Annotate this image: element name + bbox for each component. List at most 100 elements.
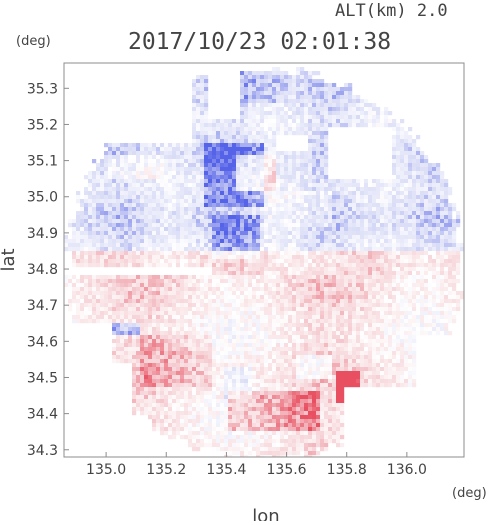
velocity-cell bbox=[232, 179, 237, 184]
velocity-cell bbox=[216, 151, 221, 156]
velocity-cell bbox=[336, 279, 341, 284]
velocity-cell bbox=[144, 175, 149, 180]
velocity-cell bbox=[232, 295, 237, 300]
velocity-cell bbox=[320, 123, 325, 128]
velocity-cell bbox=[180, 155, 185, 160]
velocity-cell bbox=[92, 175, 97, 180]
velocity-cell bbox=[244, 255, 249, 260]
velocity-cell bbox=[148, 251, 153, 256]
velocity-cell bbox=[104, 239, 109, 244]
velocity-cell bbox=[212, 283, 217, 288]
velocity-cell bbox=[116, 327, 121, 332]
velocity-cell bbox=[296, 239, 301, 244]
velocity-cell bbox=[224, 259, 229, 264]
velocity-cell bbox=[76, 219, 81, 224]
velocity-cell bbox=[180, 331, 185, 336]
velocity-cell bbox=[328, 91, 333, 96]
velocity-cell bbox=[68, 283, 73, 288]
velocity-cell bbox=[188, 211, 193, 216]
velocity-cell bbox=[264, 75, 269, 80]
velocity-cell bbox=[372, 303, 377, 308]
velocity-cell bbox=[252, 211, 257, 216]
velocity-cell bbox=[328, 263, 333, 268]
velocity-cell bbox=[268, 159, 273, 164]
velocity-cell bbox=[356, 303, 361, 308]
velocity-cell bbox=[312, 135, 317, 140]
velocity-cell bbox=[68, 247, 73, 252]
velocity-cell bbox=[120, 175, 125, 180]
velocity-cell bbox=[244, 179, 249, 184]
velocity-cell bbox=[352, 239, 357, 244]
velocity-cell bbox=[304, 255, 309, 260]
velocity-cell bbox=[200, 163, 205, 168]
velocity-cell bbox=[220, 183, 225, 188]
velocity-cell bbox=[356, 211, 361, 216]
velocity-cell bbox=[368, 267, 373, 272]
velocity-cell bbox=[400, 155, 405, 160]
velocity-cell bbox=[204, 235, 209, 240]
velocity-cell bbox=[128, 287, 133, 292]
velocity-cell bbox=[268, 291, 273, 296]
velocity-cell bbox=[432, 207, 437, 212]
velocity-cell bbox=[408, 335, 413, 340]
velocity-cell bbox=[272, 111, 277, 116]
velocity-cell bbox=[100, 315, 105, 320]
velocity-cell bbox=[324, 91, 329, 96]
velocity-cell bbox=[312, 119, 317, 124]
velocity-cell bbox=[448, 279, 453, 284]
velocity-cell bbox=[168, 155, 173, 160]
velocity-cell bbox=[280, 155, 285, 160]
velocity-cell bbox=[192, 323, 197, 328]
velocity-cell bbox=[344, 191, 349, 196]
velocity-cell bbox=[172, 287, 177, 292]
velocity-cell bbox=[184, 295, 189, 300]
velocity-cell bbox=[304, 131, 309, 136]
velocity-cell bbox=[352, 299, 357, 304]
velocity-cell bbox=[280, 295, 285, 300]
velocity-cell bbox=[436, 191, 441, 196]
velocity-cell bbox=[368, 323, 373, 328]
velocity-cell bbox=[152, 179, 157, 184]
velocity-cell bbox=[352, 227, 357, 232]
velocity-cell bbox=[72, 231, 77, 236]
velocity-cell bbox=[364, 179, 369, 184]
velocity-cell bbox=[176, 207, 181, 212]
velocity-cell bbox=[360, 251, 365, 256]
velocity-cell bbox=[348, 315, 353, 320]
velocity-cell bbox=[124, 227, 129, 232]
velocity-cell bbox=[424, 263, 429, 268]
velocity-cell bbox=[416, 203, 421, 208]
velocity-cell bbox=[212, 127, 217, 132]
velocity-cell bbox=[232, 339, 237, 344]
velocity-cell bbox=[276, 307, 281, 312]
velocity-cell bbox=[308, 279, 313, 284]
velocity-cell bbox=[300, 95, 305, 100]
velocity-cell bbox=[84, 231, 89, 236]
velocity-cell bbox=[136, 163, 141, 168]
velocity-cell bbox=[184, 243, 189, 248]
velocity-cell bbox=[428, 299, 433, 304]
velocity-cell bbox=[236, 163, 241, 168]
velocity-cell bbox=[172, 323, 177, 328]
velocity-cell bbox=[180, 339, 185, 344]
velocity-cell bbox=[80, 319, 85, 324]
velocity-cell bbox=[140, 339, 145, 344]
velocity-cell bbox=[268, 75, 273, 80]
velocity-cell bbox=[104, 175, 109, 180]
velocity-cell bbox=[108, 179, 113, 184]
velocity-cell bbox=[368, 299, 373, 304]
velocity-cell bbox=[212, 199, 217, 204]
velocity-cell bbox=[380, 215, 385, 220]
velocity-cell bbox=[228, 131, 233, 136]
velocity-cell bbox=[360, 179, 365, 184]
velocity-cell bbox=[424, 219, 429, 224]
velocity-cell bbox=[240, 327, 245, 332]
velocity-cell bbox=[392, 219, 397, 224]
velocity-cell bbox=[348, 299, 353, 304]
velocity-cell bbox=[436, 323, 441, 328]
velocity-cell bbox=[144, 179, 149, 184]
velocity-cell bbox=[332, 275, 337, 280]
velocity-cell bbox=[236, 207, 241, 212]
velocity-cell bbox=[252, 139, 257, 144]
velocity-cell bbox=[436, 331, 441, 336]
